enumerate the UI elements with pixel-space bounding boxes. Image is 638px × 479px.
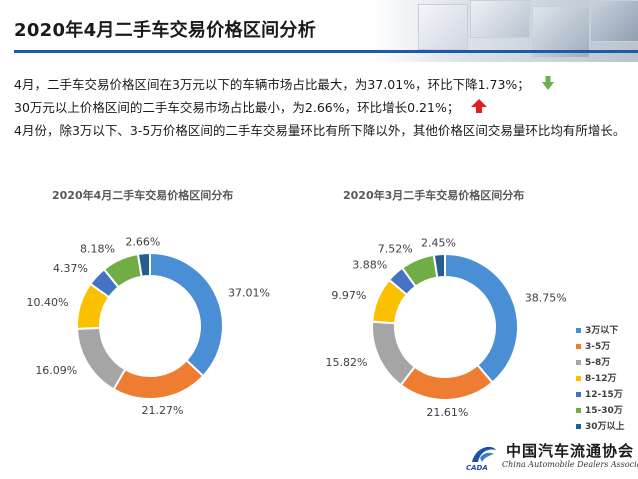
- legend-label: 15-30万: [585, 406, 623, 416]
- march-data-label-1: 21.61%: [426, 406, 468, 419]
- april-slice-2: [76, 326, 127, 391]
- chart-title-april: 2020年4月二手车交易价格区间分布: [52, 189, 234, 202]
- april-data-label-0: 37.01%: [228, 286, 270, 299]
- legend-item: 12-15万: [576, 387, 625, 403]
- legend-swatch: [576, 328, 581, 333]
- legend-swatch: [576, 344, 581, 349]
- legend-item: 3-5万: [576, 339, 625, 355]
- decorative-cube: [590, 0, 638, 42]
- march-slice-6: [432, 252, 446, 279]
- april-data-label-5: 8.18%: [80, 243, 115, 256]
- april-data-label-2: 16.09%: [35, 364, 77, 377]
- green-down-arrow-icon: [541, 74, 554, 97]
- march-data-label-3: 9.97%: [331, 289, 366, 302]
- legend-item: 15-30万: [576, 403, 625, 419]
- summary-line-2-text: 30万元以上价格区间的二手车交易市场占比最小，为2.66%，环比增长0.21%；: [14, 100, 460, 115]
- cada-logo-mark-icon: [472, 446, 496, 462]
- summary-line-3-text: 4月份，除3万以下、3-5万价格区间的二手车交易量环比有所下降以外，其他价格区间…: [14, 123, 626, 138]
- legend-swatch: [576, 392, 581, 397]
- legend-item: 30万以上: [576, 419, 625, 435]
- april-data-label-1: 21.27%: [142, 404, 184, 417]
- march-data-label-5: 7.52%: [378, 242, 413, 255]
- title-underline: [14, 50, 638, 53]
- march-slice-0: [444, 252, 519, 384]
- legend-swatch: [576, 424, 581, 429]
- march-slice-1: [399, 363, 494, 401]
- legend-label: 30万以上: [585, 422, 625, 432]
- april-slice-6: [136, 251, 151, 278]
- red-up-arrow-icon: [471, 97, 488, 120]
- decorative-cube: [418, 4, 468, 50]
- legend-label: 12-15万: [585, 390, 623, 400]
- decorative-cube: [532, 6, 590, 58]
- legend-label: 5-8万: [585, 358, 611, 368]
- header-banner: 2020年4月二手车交易价格区间分析: [0, 0, 638, 62]
- april-slice-1: [112, 358, 205, 400]
- cada-logo: CADA 中国汽车流通协会 China Automobile Dealers A…: [462, 438, 638, 476]
- legend-label: 8-12万: [585, 374, 617, 384]
- donut-chart-april: 37.01% 21.27% 16.09% 10.40% 4.37% 8.18% 2.66%: [27, 235, 270, 417]
- chart-legend: 3万以下 3-5万 5-8万 8-12万 12-15万 15-30万 30万以上: [576, 323, 625, 435]
- legend-item: 5-8万: [576, 355, 625, 371]
- chart-title-march: 2020年3月二手车交易价格区间分布: [343, 189, 525, 202]
- summary-line-3: 4月份，除3万以下、3-5万价格区间的二手车交易量环比有所下降以外，其他价格区间…: [14, 119, 634, 142]
- summary-text: 4月，二手车交易价格区间在3万元以下的车辆市场占比最大，为37.01%，环比下降…: [14, 73, 634, 142]
- march-data-label-6: 2.45%: [421, 236, 456, 249]
- legend-swatch: [576, 376, 581, 381]
- march-data-label-4: 3.88%: [352, 259, 387, 272]
- april-data-label-6: 2.66%: [125, 235, 160, 248]
- march-data-label-2: 15.82%: [326, 356, 368, 369]
- april-data-label-3: 10.40%: [27, 296, 69, 309]
- legend-label: 3-5万: [585, 342, 611, 352]
- legend-item: 8-12万: [576, 371, 625, 387]
- summary-line-2: 30万元以上价格区间的二手车交易市场占比最小，为2.66%，环比增长0.21%；: [14, 96, 634, 119]
- april-slice-0: [149, 251, 224, 378]
- summary-line-1-text: 4月，二手车交易价格区间在3万元以下的车辆市场占比最大，为37.01%，环比下降…: [14, 77, 530, 92]
- page-title: 2020年4月二手车交易价格区间分析: [14, 20, 317, 41]
- decorative-cube: [470, 0, 530, 38]
- logo-name: 中国汽车流通协会: [506, 442, 635, 460]
- donut-chart-march: 38.75% 21.61% 15.82% 9.97% 3.88% 7.52% 2.45%: [326, 236, 567, 419]
- legend-swatch: [576, 360, 581, 365]
- summary-line-1: 4月，二手车交易价格区间在3万元以下的车辆市场占比最大，为37.01%，环比下降…: [14, 73, 634, 96]
- march-data-label-0: 38.75%: [525, 292, 567, 305]
- logo-subtitle: China Automobile Dealers Association: [502, 460, 638, 469]
- april-data-label-4: 4.37%: [53, 262, 88, 275]
- legend-label: 3万以下: [585, 326, 619, 336]
- legend-swatch: [576, 408, 581, 413]
- legend-item: 3万以下: [576, 323, 625, 339]
- logo-abbreviation: CADA: [466, 464, 488, 472]
- march-slice-2: [371, 320, 417, 387]
